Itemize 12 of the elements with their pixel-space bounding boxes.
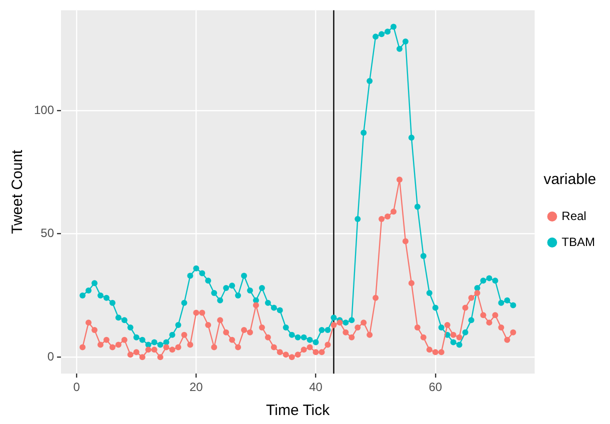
x-tick-label: 40: [309, 380, 323, 394]
y-tick-label: 50: [40, 226, 54, 240]
y-tick-label: 100: [34, 102, 54, 117]
y-axis-title: Tweet Count: [9, 148, 26, 234]
x-tick-label: 0: [73, 380, 80, 394]
x-axis-title: Time Tick: [266, 402, 330, 420]
x-tick-label: 60: [428, 380, 442, 394]
legend-label: Real: [562, 208, 586, 223]
legend-title: variable: [544, 171, 596, 188]
x-tick-label: 20: [190, 380, 204, 394]
legend-label: TBAM: [562, 234, 596, 249]
y-tick-label: 0: [47, 349, 54, 364]
